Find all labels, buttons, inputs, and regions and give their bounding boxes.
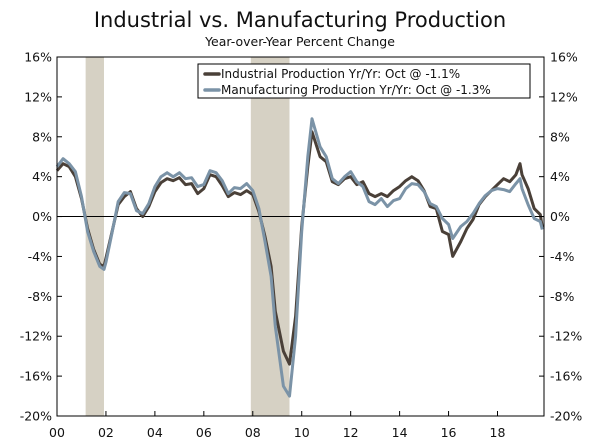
recession-band-0	[85, 57, 104, 416]
x-tick-label: 16	[441, 425, 457, 440]
series-line-manufacturing	[55, 117, 544, 398]
y-tick-right-label: -8%	[550, 289, 574, 304]
y-tick-right-label: 16%	[550, 50, 578, 65]
y-tick-left-label: -8%	[28, 289, 52, 304]
x-tick-label: 14	[392, 425, 408, 440]
x-tick-label: 04	[147, 425, 163, 440]
y-tick-right-label: -20%	[550, 409, 582, 424]
y-tick-right-label: -16%	[550, 369, 582, 384]
y-tick-right-label: 12%	[550, 89, 578, 104]
x-tick-label: 12	[343, 425, 359, 440]
x-tick-label: 08	[245, 425, 261, 440]
x-tick-label: 10	[294, 425, 310, 440]
recession-bands	[85, 57, 290, 416]
y-tick-right-label: 4%	[550, 169, 570, 184]
y-axis-right: 16% 12% 8% 4% 0% -4% -8% -12% -16% -20%	[539, 50, 582, 424]
legend-label-manufacturing: Manufacturing Production Yr/Yr: Oct @ -1…	[221, 83, 491, 97]
y-tick-right-label: -4%	[550, 249, 574, 264]
y-tick-right-label: 0%	[550, 209, 570, 224]
y-tick-left-label: 12%	[24, 89, 52, 104]
chart-subtitle: Year-over-Year Percent Change	[204, 34, 395, 49]
y-tick-left-label: -20%	[20, 409, 52, 424]
y-tick-left-label: 16%	[24, 50, 52, 65]
y-axis-left: 16% 12% 8% 4% 0% -4% -8% -12% -16% -20%	[20, 50, 62, 424]
legend: Industrial Production Yr/Yr: Oct @ -1.1%…	[197, 63, 531, 99]
legend-box	[197, 63, 531, 99]
y-tick-left-label: -12%	[20, 329, 52, 344]
legend-label-industrial: Industrial Production Yr/Yr: Oct @ -1.1%	[221, 67, 460, 81]
y-tick-left-label: 8%	[32, 129, 52, 144]
chart-title: Industrial vs. Manufacturing Production	[94, 8, 506, 32]
y-tick-right-label: 8%	[550, 129, 570, 144]
x-tick-label: 00	[49, 425, 65, 440]
plot-frame	[56, 56, 545, 417]
x-tick-label: 06	[196, 425, 212, 440]
x-tick-label: 18	[490, 425, 506, 440]
series-lines	[55, 117, 544, 398]
y-tick-right-label: -12%	[550, 329, 582, 344]
x-tick-label: 02	[98, 425, 114, 440]
y-tick-left-label: -4%	[28, 249, 52, 264]
y-tick-left-label: 0%	[32, 209, 52, 224]
y-tick-left-label: 4%	[32, 169, 52, 184]
recession-band-1	[250, 57, 290, 416]
y-tick-left-label: -16%	[20, 369, 52, 384]
x-axis: 00 02 04 06 08 10 12 14 16 18	[49, 411, 506, 440]
